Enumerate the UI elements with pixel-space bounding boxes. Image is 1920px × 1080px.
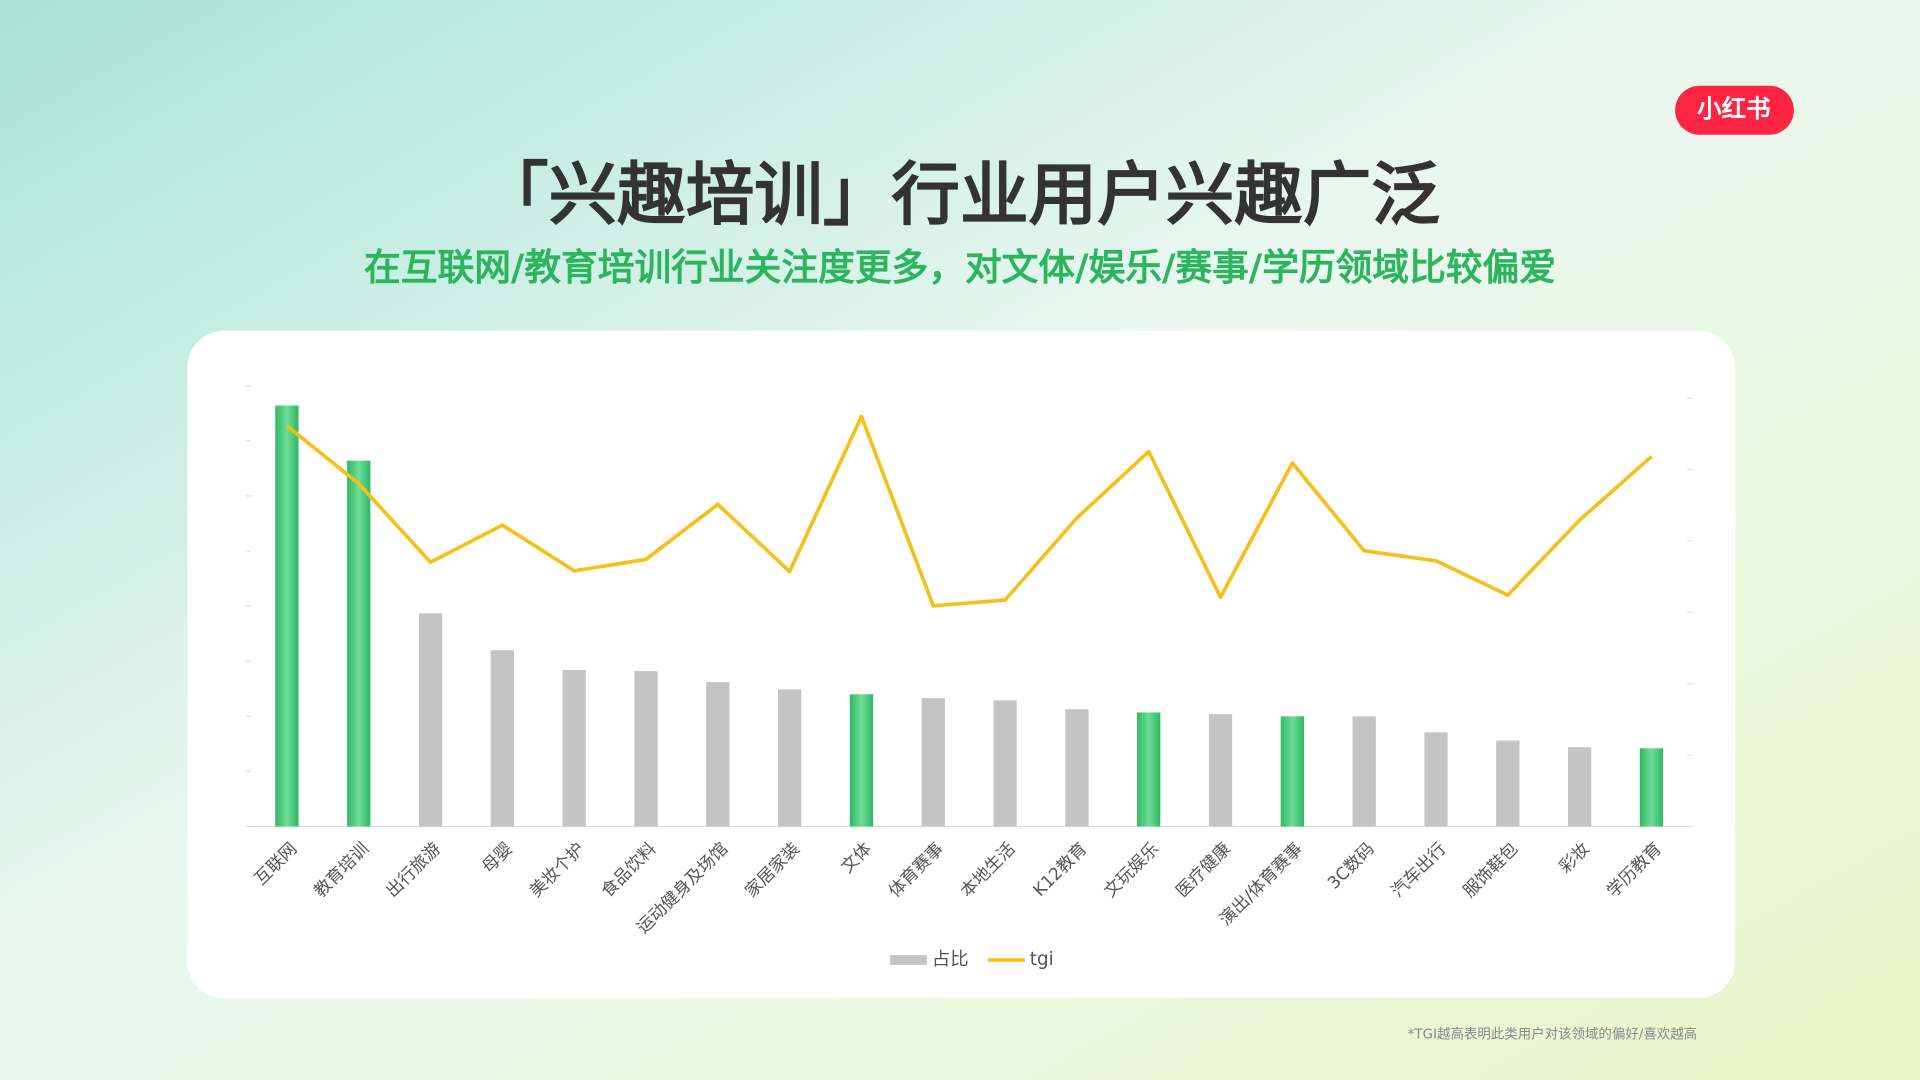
bar — [490, 650, 515, 827]
bar — [1424, 732, 1448, 827]
bar — [1567, 747, 1592, 827]
bar — [706, 682, 730, 827]
subtitle: 在互联网/教育培训行业关注度更多，对文体/娱乐/赛事/学历领域比较偏爱 — [364, 246, 1556, 289]
legend-swatch — [890, 955, 927, 965]
bar — [1352, 716, 1376, 827]
bar — [1065, 709, 1089, 827]
bar — [778, 689, 802, 827]
legend-label: tgi — [1030, 949, 1054, 970]
bar — [418, 613, 443, 827]
bar — [1496, 740, 1520, 827]
bar — [634, 671, 658, 827]
footnote: *TGI越高表明此类用户对该领域的偏好/喜欢越高 — [1408, 1026, 1697, 1043]
legend-label: 占比 — [932, 949, 969, 970]
bar — [1639, 748, 1664, 827]
bar — [1280, 716, 1304, 827]
bar — [993, 700, 1017, 827]
title: 「兴趣培训」行业用户兴趣广泛 — [480, 156, 1440, 236]
logo-badge — [1675, 85, 1794, 135]
logo: 小红书 — [1697, 94, 1770, 123]
bar — [1208, 714, 1233, 827]
bar — [849, 694, 874, 827]
bar — [562, 670, 586, 827]
tgi-line — [285, 414, 1653, 608]
bar — [347, 460, 371, 827]
bar — [1137, 712, 1161, 827]
bar — [921, 698, 945, 827]
card — [187, 330, 1736, 998]
bar — [275, 405, 299, 827]
